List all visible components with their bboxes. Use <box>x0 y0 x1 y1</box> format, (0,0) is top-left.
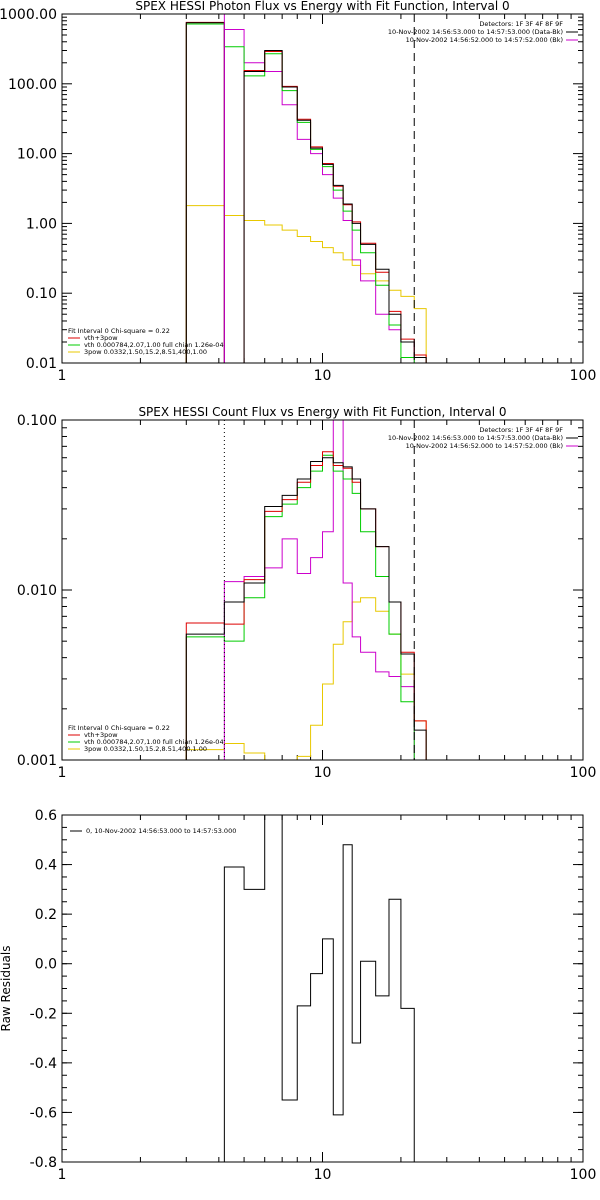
legend-left-entry: vth 0.000784,2.07,1.00 full chian 1.26e-… <box>84 341 224 349</box>
series-line-data <box>185 457 427 760</box>
y-tick-label: -0.2 <box>30 1006 57 1022</box>
y-tick-label: 0.4 <box>35 858 57 874</box>
chart-title: SPEX HESSI Count Flux vs Energy with Fit… <box>138 405 506 419</box>
plot-frame <box>61 419 584 761</box>
y-tick-label: 10.00 <box>17 147 57 163</box>
legend-left-entry: 0, 10-Nov-2002 14:56:53.000 to 14:57:53.… <box>86 827 236 835</box>
series-line-0-10-nov-2002-14-56-53-000-to-14-57-53-000 <box>223 815 415 1162</box>
x-tick-label: 10 <box>314 368 332 384</box>
count-flux-panel: SPEX HESSI Count Flux vs Energy with Fit… <box>17 405 596 781</box>
residuals-panel: Raw Residuals 1 10 100 -0.8 -0.6 -0.4 -0.2 0.0 0.… <box>0 808 596 1183</box>
y-tick-label: -0.8 <box>30 1155 57 1171</box>
photon-flux-panel: SPEX HESSI Photon Flux vs Energy with Fi… <box>0 0 596 384</box>
y-tick-label: 0.100 <box>17 413 57 429</box>
legend-left-entry: vth+3pow <box>84 334 118 342</box>
series-line-vth <box>185 23 427 363</box>
legend-right-entry: 10-Nov-2002 14:56:53.000 to 14:57:53.000… <box>388 434 563 442</box>
x-tick-label: 10 <box>314 1167 332 1183</box>
legend-left-entry: vth+3pow <box>84 731 118 739</box>
series-line-data <box>185 22 427 363</box>
y-tick-label: 0.2 <box>35 907 57 923</box>
y-tick-label: -0.6 <box>30 1105 57 1121</box>
series-line-bkg <box>186 420 427 760</box>
legend-left-entry: Fit Interval 0 Chi-square = 0.22 <box>68 724 170 732</box>
y-tick-label: 0.0 <box>35 957 57 973</box>
series-line-vth-3pow <box>185 21 427 363</box>
series-line-3pow <box>185 597 427 760</box>
y-tick-label: 1000.00 <box>0 7 57 23</box>
x-tick-label: 1 <box>58 1167 67 1183</box>
legend-left-entry: vth 0.000784,2.07,1.00 full chian 1.26e-… <box>84 738 224 746</box>
x-tick-label: 1 <box>58 765 67 781</box>
series-line-bkg <box>186 28 427 363</box>
legend-left-entry: Fit Interval 0 Chi-square = 0.22 <box>68 327 170 335</box>
plot-frame <box>61 814 584 1163</box>
chart-title: SPEX HESSI Photon Flux vs Energy with Fi… <box>135 0 509 13</box>
y-tick-label: 100.00 <box>8 77 57 93</box>
x-tick-label: 100 <box>570 368 597 384</box>
legend-left-entry: 3pow 0.0332,1.50,15.2,8.51,400,1.00 <box>84 745 207 753</box>
plot-frame <box>61 13 584 364</box>
legend-left-entry: 3pow 0.0332,1.50,15.2,8.51,400,1.00 <box>84 348 207 356</box>
y-tick-label: 0.6 <box>35 808 57 824</box>
y-tick-label: 0.001 <box>17 753 57 769</box>
y-tick-label: -0.4 <box>30 1056 57 1072</box>
x-tick-label: 100 <box>570 765 597 781</box>
x-tick-label: 1 <box>58 368 67 384</box>
x-tick-label: 100 <box>570 1167 597 1183</box>
y-tick-label: 0.010 <box>17 583 57 599</box>
series-line-vth-3pow <box>185 451 427 760</box>
y-axis-label: Raw Residuals <box>0 946 13 1032</box>
x-tick-label: 10 <box>314 765 332 781</box>
series-line-vth <box>185 454 427 760</box>
y-tick-label: 0.01 <box>26 356 57 372</box>
y-tick-label: 1.00 <box>26 216 57 232</box>
legend-right-entry: 10-Nov-2002 14:56:53.000 to 14:57:53.000… <box>388 28 563 36</box>
legend-right-entry: Detectors: 1F 3F 4F 8F 9F <box>479 20 563 28</box>
legend-right-entry: 10-Nov-2002 14:56:52.000 to 14:57:52.000… <box>406 36 563 44</box>
y-tick-label: 0.10 <box>26 286 57 302</box>
legend-right-entry: 10-Nov-2002 14:56:52.000 to 14:57:52.000… <box>406 442 563 450</box>
series-line-3pow <box>185 205 427 363</box>
legend-right-entry: Detectors: 1F 3F 4F 8F 9F <box>479 426 563 434</box>
